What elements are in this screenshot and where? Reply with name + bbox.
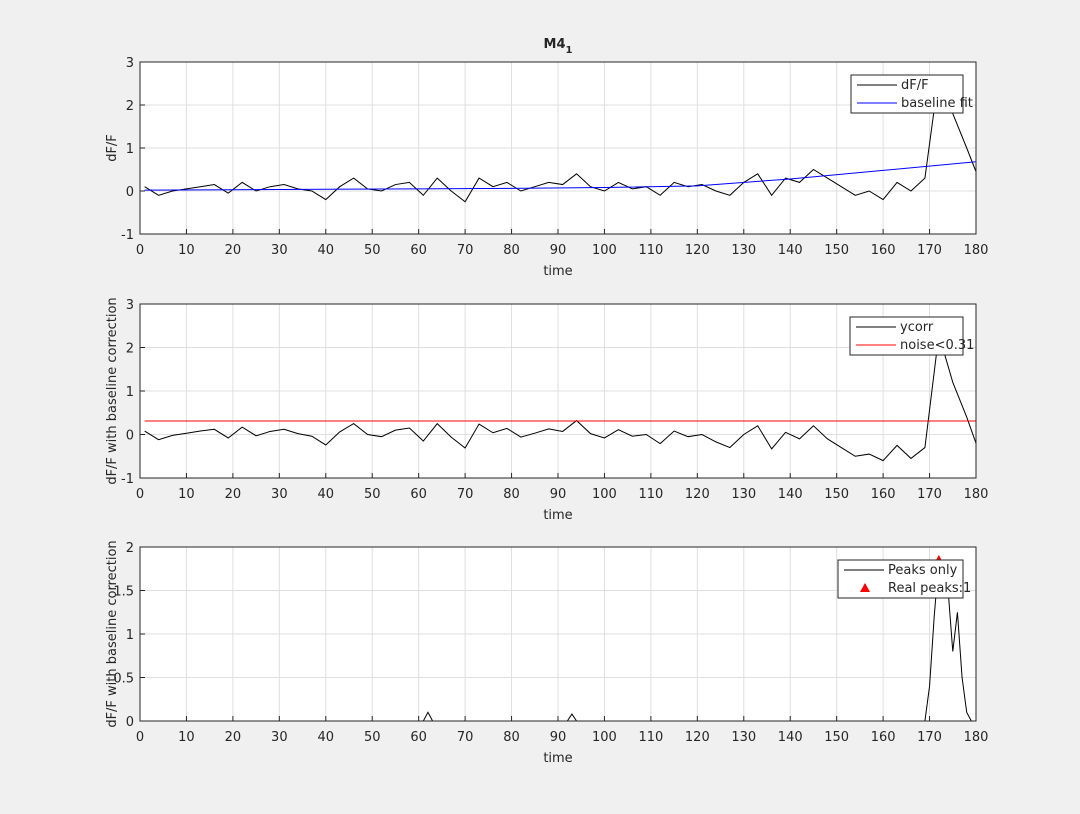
x-tick-label: 40 [318, 487, 335, 502]
legend-box [837, 559, 964, 599]
x-tick-label: 180 [964, 243, 989, 258]
y-tick-label: 2 [126, 99, 134, 114]
x-tick-label: 150 [824, 487, 849, 502]
y-tick-label: 0 [126, 185, 134, 200]
y-tick-label: 2 [126, 541, 134, 556]
x-tick-label: 140 [778, 243, 803, 258]
x-tick-label: 150 [824, 243, 849, 258]
x-tick-label: 140 [778, 730, 803, 745]
x-tick-label: 100 [592, 487, 617, 502]
legend-marker [860, 583, 870, 592]
series-line [144, 559, 976, 721]
x-tick-label: 160 [871, 487, 896, 502]
axes-box [139, 546, 977, 722]
x-tick-label: 100 [592, 730, 617, 745]
y-tick-label: 1 [126, 628, 134, 643]
x-tick-label: 20 [225, 730, 242, 745]
x-tick-label: 110 [638, 243, 663, 258]
axes-box [139, 61, 977, 235]
x-tick-label: 130 [731, 487, 756, 502]
x-tick-label: 0 [136, 487, 144, 502]
x-tick-label: 80 [503, 487, 520, 502]
y-tick-label: -1 [121, 228, 134, 243]
x-tick-label: 110 [638, 730, 663, 745]
x-tick-label: 80 [503, 243, 520, 258]
legend-label: noise<0.31 [900, 338, 974, 353]
y-tick-label: 0.5 [113, 672, 134, 687]
x-tick-label: 120 [685, 243, 710, 258]
x-axis-label: time [543, 264, 572, 279]
x-tick-label: 50 [364, 730, 381, 745]
x-tick-label: 60 [410, 730, 427, 745]
x-tick-label: 170 [917, 730, 942, 745]
x-tick-label: 100 [592, 243, 617, 258]
y-axis-label: dF/F with baseline correction [105, 540, 120, 727]
x-tick-label: 170 [917, 487, 942, 502]
legend-label: baseline fit [901, 96, 973, 111]
y-tick-label: 2 [126, 342, 134, 357]
title-text: M4 [544, 37, 566, 52]
x-axis-label: time [543, 508, 572, 523]
x-tick-label: 130 [731, 730, 756, 745]
x-tick-label: 10 [178, 243, 195, 258]
x-tick-label: 90 [550, 487, 567, 502]
legend-label: Real peaks:1 [888, 581, 971, 596]
x-tick-label: 30 [271, 243, 288, 258]
chart-title: M41 [544, 37, 573, 56]
x-tick-label: 60 [410, 487, 427, 502]
series-line [144, 161, 976, 191]
x-tick-label: 120 [685, 730, 710, 745]
x-tick-label: 50 [364, 243, 381, 258]
x-tick-label: 30 [271, 730, 288, 745]
x-tick-label: 20 [225, 243, 242, 258]
y-tick-label: 3 [126, 298, 134, 313]
x-tick-label: 180 [964, 487, 989, 502]
x-tick-label: 60 [410, 243, 427, 258]
y-tick-label: 0 [126, 715, 134, 730]
x-tick-label: 130 [731, 243, 756, 258]
y-tick-label: 1 [126, 385, 134, 400]
y-axis-label: dF/F with baseline correction [105, 297, 120, 484]
legend-label: dF/F [901, 78, 929, 93]
legend-label: Peaks only [888, 563, 958, 578]
axes-box [139, 303, 977, 479]
x-tick-label: 30 [271, 487, 288, 502]
legend-box [849, 316, 964, 356]
x-tick-label: 90 [550, 243, 567, 258]
series-line [144, 74, 976, 203]
x-tick-label: 70 [457, 730, 474, 745]
x-tick-label: 160 [871, 730, 896, 745]
x-tick-label: 150 [824, 730, 849, 745]
x-tick-label: 50 [364, 487, 381, 502]
y-axis-label: dF/F [105, 134, 120, 162]
x-tick-label: 0 [136, 730, 144, 745]
x-tick-label: 160 [871, 243, 896, 258]
legend-label: ycorr [900, 320, 934, 335]
legend-box [850, 74, 964, 114]
x-tick-label: 0 [136, 243, 144, 258]
y-tick-label: -1 [121, 472, 134, 487]
x-tick-label: 140 [778, 487, 803, 502]
x-tick-label: 40 [318, 243, 335, 258]
x-tick-label: 70 [457, 243, 474, 258]
x-axis-label: time [543, 751, 572, 766]
x-tick-label: 10 [178, 730, 195, 745]
y-tick-label: 3 [126, 56, 134, 71]
x-tick-label: 90 [550, 730, 567, 745]
x-tick-label: 80 [503, 730, 520, 745]
x-tick-label: 180 [964, 730, 989, 745]
y-tick-label: 1.5 [113, 585, 134, 600]
series-line [144, 334, 976, 462]
x-tick-label: 10 [178, 487, 195, 502]
x-tick-label: 20 [225, 487, 242, 502]
x-tick-label: 110 [638, 487, 663, 502]
x-tick-label: 170 [917, 243, 942, 258]
x-tick-label: 40 [318, 730, 335, 745]
y-tick-label: 1 [126, 142, 134, 157]
x-tick-label: 70 [457, 487, 474, 502]
title-subscript: 1 [566, 45, 573, 56]
y-tick-label: 0 [126, 429, 134, 444]
x-tick-label: 120 [685, 487, 710, 502]
